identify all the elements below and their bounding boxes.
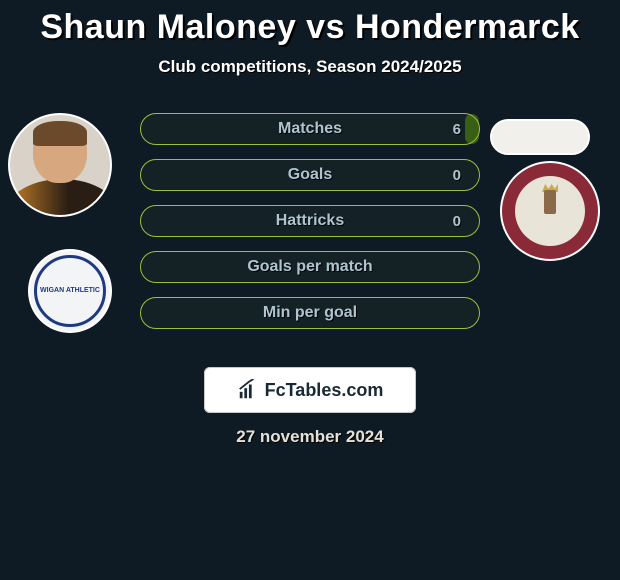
bar-label: Matches bbox=[278, 120, 342, 138]
stat-bar: Goals 0 bbox=[140, 159, 480, 191]
banner-text: FcTables.com bbox=[265, 380, 384, 401]
fctables-banner[interactable]: FcTables.com bbox=[204, 367, 416, 413]
stat-bar: Hattricks 0 bbox=[140, 205, 480, 237]
stat-bar: Min per goal bbox=[140, 297, 480, 329]
stat-bars: Matches 6 Goals 0 Hattricks 0 Goals per match M… bbox=[140, 113, 480, 329]
bars-icon bbox=[237, 379, 259, 401]
date-text: 27 november 2024 bbox=[0, 427, 620, 447]
comparison-panel: WIGAN ATHLETIC Matches6Goals0Hattricks0G… bbox=[0, 99, 620, 359]
bar-label: Hattricks bbox=[276, 212, 344, 230]
bar-label: Min per goal bbox=[263, 304, 357, 322]
stat-bar: Matches 6 bbox=[140, 113, 480, 145]
bar-fill bbox=[465, 114, 479, 144]
stat-bar: Goals per match bbox=[140, 251, 480, 283]
bar-value-right: 0 bbox=[453, 167, 461, 184]
club-left-text: WIGAN ATHLETIC bbox=[34, 255, 106, 327]
page-title: Shaun Maloney vs Hondermarck bbox=[0, 0, 620, 47]
player-right-placeholder bbox=[490, 119, 590, 155]
player-left-avatar bbox=[8, 113, 112, 217]
subtitle: Club competitions, Season 2024/2025 bbox=[0, 57, 620, 77]
club-right-badge bbox=[500, 161, 600, 261]
bar-value-right: 6 bbox=[453, 121, 461, 138]
bar-label: Goals per match bbox=[247, 258, 372, 276]
bar-label: Goals bbox=[288, 166, 332, 184]
tower-icon bbox=[544, 190, 556, 214]
club-left-badge: WIGAN ATHLETIC bbox=[28, 249, 112, 333]
bar-value-right: 0 bbox=[453, 213, 461, 230]
